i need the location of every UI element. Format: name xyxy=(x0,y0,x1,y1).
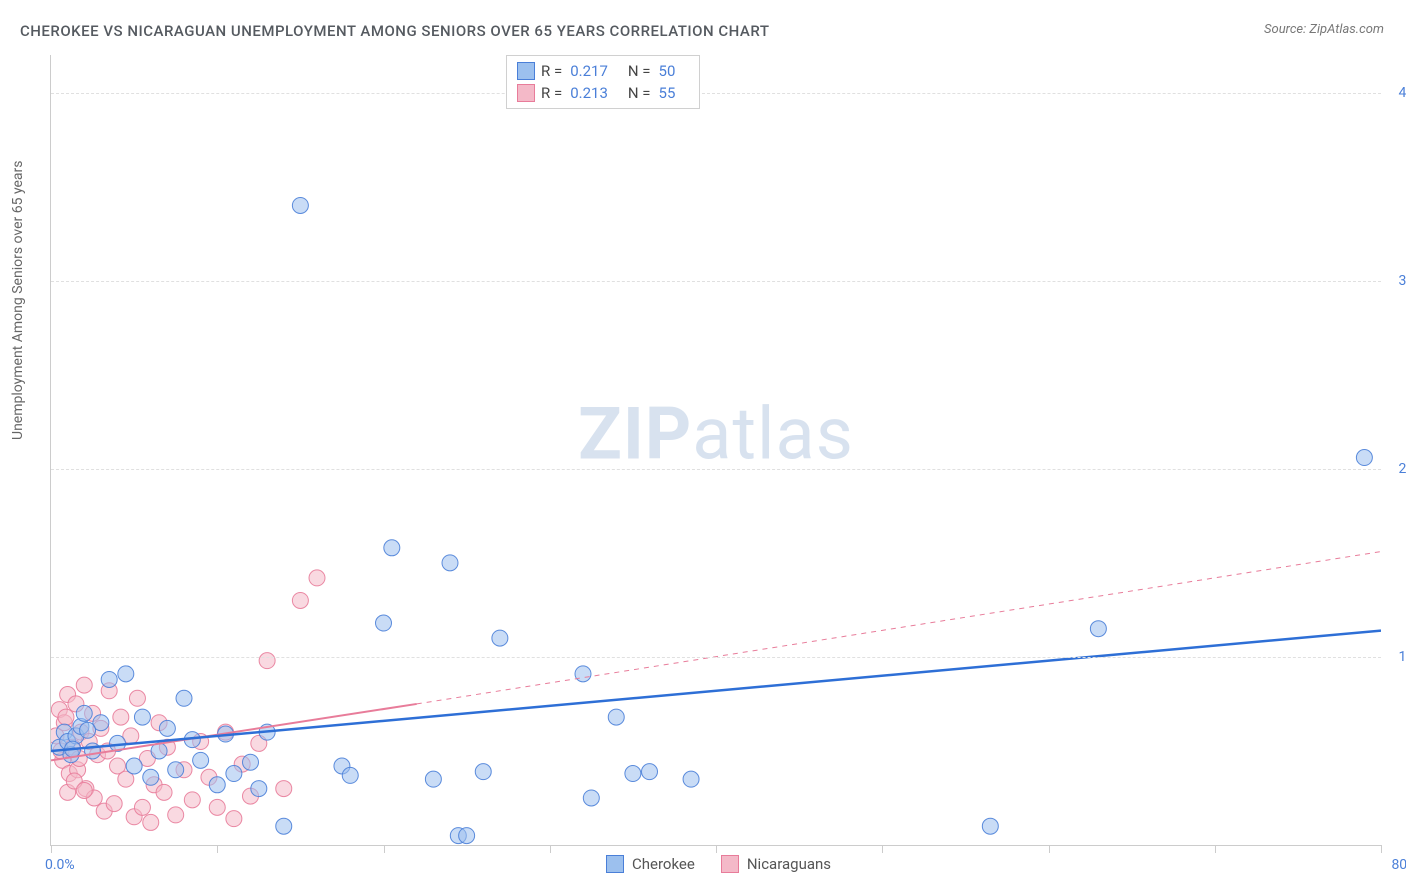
x-tick xyxy=(550,845,551,853)
scatter-chart xyxy=(51,55,1381,845)
legend-correlation: R = 0.217 N = 50 R = 0.213 N = 55 xyxy=(506,55,700,109)
data-point xyxy=(76,677,92,693)
data-point xyxy=(459,828,475,844)
gridline xyxy=(51,469,1381,470)
chart-title: CHEROKEE VS NICARAGUAN UNEMPLOYMENT AMON… xyxy=(20,22,769,40)
data-point xyxy=(168,762,184,778)
n-label: N = xyxy=(628,62,651,80)
data-point xyxy=(118,666,134,682)
legend-label-cherokee: Cherokee xyxy=(632,855,695,873)
data-point xyxy=(475,764,491,780)
data-point xyxy=(1356,450,1372,466)
n-label: N = xyxy=(628,84,651,102)
legend-item-nicaraguans: Nicaraguans xyxy=(721,855,831,873)
gridline xyxy=(51,93,1381,94)
x-tick xyxy=(882,845,883,853)
x-tick xyxy=(384,845,385,853)
data-point xyxy=(425,771,441,787)
legend-row-nicaraguans: R = 0.213 N = 55 xyxy=(517,82,689,104)
r-label: R = xyxy=(541,62,562,80)
y-tick-label: 40.0% xyxy=(1398,85,1406,101)
y-axis-label: Unemployment Among Seniors over 65 years xyxy=(10,161,26,441)
data-point xyxy=(101,671,117,687)
x-tick xyxy=(1381,845,1382,853)
data-point xyxy=(642,764,658,780)
data-point xyxy=(76,782,92,798)
gridline xyxy=(51,281,1381,282)
data-point xyxy=(106,796,122,812)
gridline xyxy=(51,657,1381,658)
data-point xyxy=(168,807,184,823)
legend-label-nicaraguans: Nicaraguans xyxy=(747,855,831,873)
data-point xyxy=(276,818,292,834)
y-tick-label: 10.0% xyxy=(1398,649,1406,665)
data-point xyxy=(608,709,624,725)
data-point xyxy=(85,743,101,759)
n-value-nicaraguans: 55 xyxy=(659,84,676,102)
legend-swatch-cherokee-icon xyxy=(606,855,624,873)
legend-swatch-nicaraguans-icon xyxy=(721,855,739,873)
data-point xyxy=(982,818,998,834)
x-tick xyxy=(1049,845,1050,853)
data-point xyxy=(292,197,308,213)
n-value-cherokee: 50 xyxy=(659,62,676,80)
r-value-nicaraguans: 0.213 xyxy=(570,84,608,102)
data-point xyxy=(226,766,242,782)
data-point xyxy=(442,555,458,571)
data-point xyxy=(376,615,392,631)
data-point xyxy=(251,781,267,797)
data-point xyxy=(143,814,159,830)
plot-area: ZIPatlas 10.0%20.0%30.0%40.0% R = 0.217 … xyxy=(50,55,1381,846)
data-point xyxy=(292,592,308,608)
data-point xyxy=(683,771,699,787)
data-point xyxy=(176,690,192,706)
x-tick xyxy=(716,845,717,853)
data-point xyxy=(342,767,358,783)
data-point xyxy=(259,653,275,669)
data-point xyxy=(209,799,225,815)
data-point xyxy=(156,784,172,800)
data-point xyxy=(243,754,259,770)
data-point xyxy=(1090,621,1106,637)
data-point xyxy=(143,769,159,785)
legend-series: Cherokee Nicaraguans xyxy=(606,855,831,873)
data-point xyxy=(129,690,145,706)
data-point xyxy=(492,630,508,646)
legend-item-cherokee: Cherokee xyxy=(606,855,695,873)
data-point xyxy=(126,758,142,774)
r-label: R = xyxy=(541,84,562,102)
data-point xyxy=(58,709,74,725)
x-tick xyxy=(51,845,52,853)
data-point xyxy=(184,792,200,808)
data-point xyxy=(134,799,150,815)
data-point xyxy=(76,705,92,721)
legend-row-cherokee: R = 0.217 N = 50 xyxy=(517,60,689,82)
legend-swatch-nicaraguans xyxy=(517,84,535,102)
data-point xyxy=(159,720,175,736)
data-point xyxy=(384,540,400,556)
data-point xyxy=(309,570,325,586)
data-point xyxy=(276,781,292,797)
data-point xyxy=(625,766,641,782)
trend-line xyxy=(51,631,1381,751)
data-point xyxy=(209,777,225,793)
data-point xyxy=(575,666,591,682)
x-axis-max-label: 80.0% xyxy=(1391,857,1406,873)
x-axis-min-label: 0.0% xyxy=(45,857,75,873)
data-point xyxy=(113,709,129,725)
r-value-cherokee: 0.217 xyxy=(570,62,608,80)
source-attribution: Source: ZipAtlas.com xyxy=(1264,22,1384,37)
y-tick-label: 30.0% xyxy=(1398,273,1406,289)
data-point xyxy=(134,709,150,725)
x-tick xyxy=(1215,845,1216,853)
data-point xyxy=(80,722,96,738)
legend-swatch-cherokee xyxy=(517,62,535,80)
trend-line xyxy=(417,552,1381,704)
data-point xyxy=(193,752,209,768)
x-tick xyxy=(217,845,218,853)
y-tick-label: 20.0% xyxy=(1398,461,1406,477)
data-point xyxy=(226,811,242,827)
data-point xyxy=(583,790,599,806)
